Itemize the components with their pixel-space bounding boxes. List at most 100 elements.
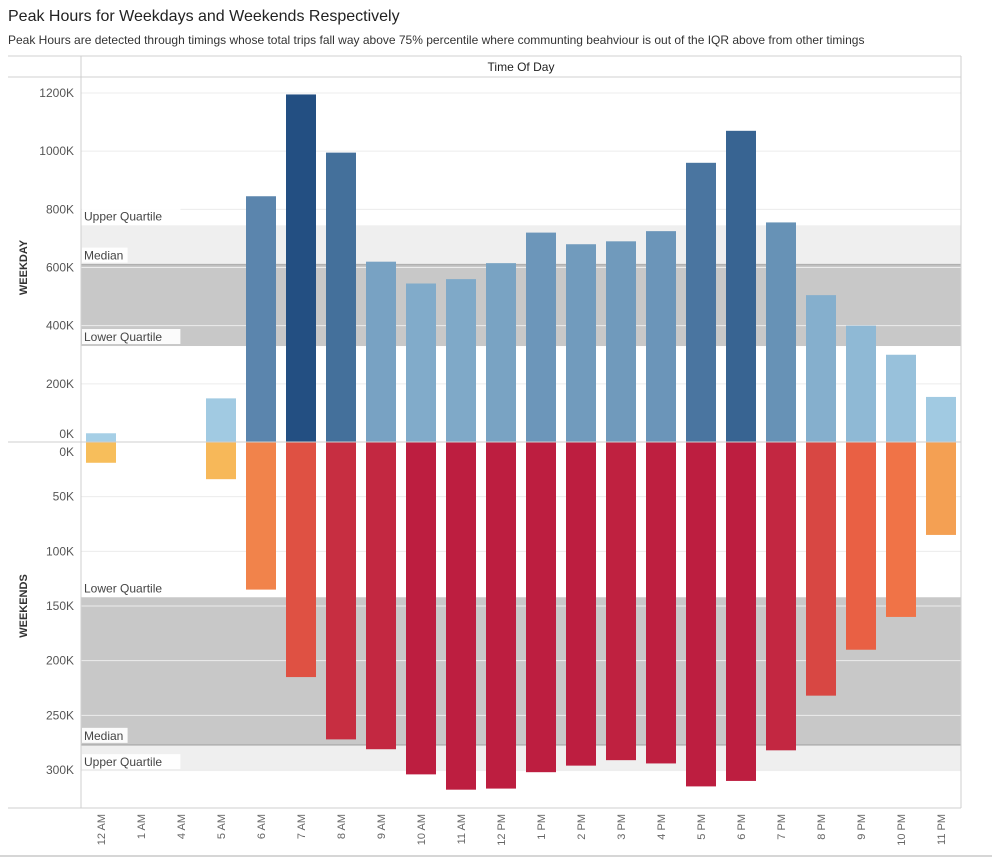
weekday-bar [886, 354, 916, 442]
x-tick-label: 4 PM [656, 814, 668, 840]
weekday-bar [206, 398, 236, 442]
x-tick-label: 6 AM [256, 814, 268, 839]
x-tick-label: 9 AM [376, 814, 388, 839]
weekend-tick-label: 100K [46, 544, 74, 558]
x-tick-label: 11 PM [936, 814, 948, 845]
x-tick-label: 8 PM [816, 814, 828, 840]
weekday-upper-quartile-label: Upper Quartile [84, 209, 162, 223]
x-tick-label: 10 PM [896, 814, 908, 846]
weekend-bar [526, 442, 556, 773]
chart-subtitle: Peak Hours are detected through timings … [8, 33, 865, 47]
x-tick-label: 3 PM [616, 814, 628, 840]
weekday-bar [926, 396, 956, 442]
weekday-bar [406, 283, 436, 442]
x-tick-label: 6 PM [736, 814, 748, 840]
weekday-upper-band [81, 225, 961, 265]
weekend-bar [326, 442, 356, 740]
weekday-median-label: Median [84, 249, 123, 263]
x-tick-label: 11 AM [456, 814, 468, 844]
weekday-bar [86, 433, 116, 442]
weekend-bar [446, 442, 476, 790]
weekday-tick-label: 1000K [39, 144, 74, 158]
weekday-bar [526, 232, 556, 442]
weekday-bar [806, 295, 836, 442]
weekday-bar [366, 261, 396, 442]
weekday-bar [246, 196, 276, 442]
weekend-bar [806, 442, 836, 696]
weekend-bar [766, 442, 796, 751]
weekday-upper-quartile-label-box [82, 208, 181, 224]
weekend-bar [646, 442, 676, 764]
weekday-bar [646, 231, 676, 442]
weekday-median-label-box [82, 247, 128, 263]
weekend-lower-quartile-label: Lower Quartile [84, 581, 162, 595]
weekday-bar [846, 325, 876, 442]
weekday-tick-label: 200K [46, 377, 74, 391]
weekday-tick-label: 800K [46, 202, 74, 216]
weekday-tick-label: 1200K [39, 86, 74, 100]
weekend-tick-label: 50K [53, 490, 74, 504]
x-axis-tick-labels: 12 AM 1 AM 4 AM 5 AM 6 AM 7 AM 8 AM 9 AM 10 AM 11… [96, 814, 948, 846]
weekend-bar [486, 442, 516, 789]
panel-names: WEEKDAY WEEKENDS [18, 239, 30, 638]
weekend-upper-quartile-label-box [82, 754, 181, 770]
x-tick-label: 12 AM [96, 814, 108, 845]
weekday-panel-label: WEEKDAY [18, 239, 30, 295]
weekend-tick-label: 200K [46, 654, 74, 668]
weekend-bar [206, 442, 236, 480]
x-tick-label: 1 PM [536, 814, 548, 840]
x-tick-label: 9 PM [856, 814, 868, 840]
weekday-bar [286, 94, 316, 443]
x-tick-label: 8 AM [336, 814, 348, 839]
weekend-bar [926, 442, 956, 535]
weekend-tick-label: 300K [46, 763, 74, 777]
reference-line-labels: Upper Quartile Median Lower Quartile Lower … [82, 208, 181, 770]
y-axis-tick-labels: 0K 200K 400K 600K 800K 1000K 1200K 0K 50K 100K 150… [39, 86, 74, 777]
weekend-tick-label: 250K [46, 708, 74, 722]
weekday-bar [686, 162, 716, 443]
bars [86, 94, 956, 790]
chart-title: Peak Hours for Weekdays and Weekends Res… [8, 8, 400, 25]
weekend-bar [366, 442, 396, 750]
weekday-bar [326, 152, 356, 442]
x-tick-label: 5 PM [696, 814, 708, 840]
weekday-bar [726, 130, 756, 442]
x-tick-label: 10 AM [416, 814, 428, 845]
weekday-bar [486, 263, 516, 442]
weekday-tick-label: 0K [59, 427, 74, 441]
x-tick-label: 5 AM [216, 814, 228, 839]
weekday-bar [766, 222, 796, 442]
weekend-bar [566, 442, 596, 766]
weekend-tick-label: 150K [46, 599, 74, 613]
weekend-bar [686, 442, 716, 787]
weekend-bar [886, 442, 916, 617]
weekend-median-label: Median [84, 729, 123, 743]
weekday-lower-quartile-label-box [82, 329, 181, 345]
weekend-bar [86, 442, 116, 463]
weekend-lower-quartile-label-box [82, 580, 181, 596]
weekend-tick-label: 0K [59, 445, 74, 459]
x-tick-label: 12 PM [496, 814, 508, 846]
weekend-upper-quartile-label: Upper Quartile [84, 755, 162, 769]
weekend-bar [406, 442, 436, 775]
weekend-bar [606, 442, 636, 761]
weekday-bar [606, 241, 636, 442]
weekend-panel-label: WEEKENDS [18, 574, 30, 638]
weekend-bar [246, 442, 276, 590]
weekday-bar [446, 279, 476, 442]
x-tick-label: 7 PM [776, 814, 788, 840]
x-tick-label: 4 AM [176, 814, 188, 839]
weekday-tick-label: 600K [46, 261, 74, 275]
x-tick-label: 1 AM [136, 814, 148, 839]
chart-frame [0, 55, 992, 857]
weekend-median-label-box [82, 727, 128, 743]
weekday-tick-label: 400K [46, 319, 74, 333]
weekend-bar [846, 442, 876, 650]
weekend-upper-band [81, 744, 961, 772]
weekday-bar [566, 244, 596, 442]
column-header: Time Of Day [488, 60, 555, 74]
weekend-bar [286, 442, 316, 678]
weekday-lower-quartile-label: Lower Quartile [84, 330, 162, 344]
weekend-bar [726, 442, 756, 781]
